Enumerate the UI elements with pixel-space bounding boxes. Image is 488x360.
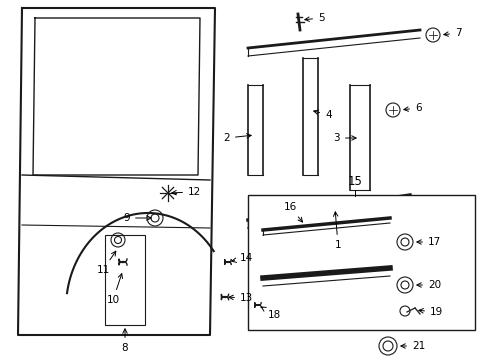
Text: 13: 13 <box>228 293 253 303</box>
Text: 7: 7 <box>443 28 461 38</box>
Text: 16: 16 <box>283 202 302 222</box>
Text: 4: 4 <box>313 110 331 120</box>
Text: 14: 14 <box>231 253 253 263</box>
Text: 17: 17 <box>416 237 440 247</box>
Text: 9: 9 <box>123 213 151 223</box>
Text: 3: 3 <box>333 133 355 143</box>
Text: 1: 1 <box>333 212 341 250</box>
Text: 11: 11 <box>96 251 116 275</box>
Text: 21: 21 <box>400 341 425 351</box>
Text: 2: 2 <box>223 133 251 143</box>
Text: 19: 19 <box>418 307 442 317</box>
Bar <box>105 235 145 325</box>
Bar <box>247 195 474 330</box>
Text: 12: 12 <box>171 187 201 197</box>
Text: 18: 18 <box>261 307 281 320</box>
Text: 20: 20 <box>416 280 440 290</box>
Text: 8: 8 <box>122 329 128 353</box>
Text: 6: 6 <box>403 103 421 113</box>
Text: 10: 10 <box>106 274 122 305</box>
Text: 5: 5 <box>304 13 324 23</box>
Text: 15: 15 <box>347 175 362 188</box>
